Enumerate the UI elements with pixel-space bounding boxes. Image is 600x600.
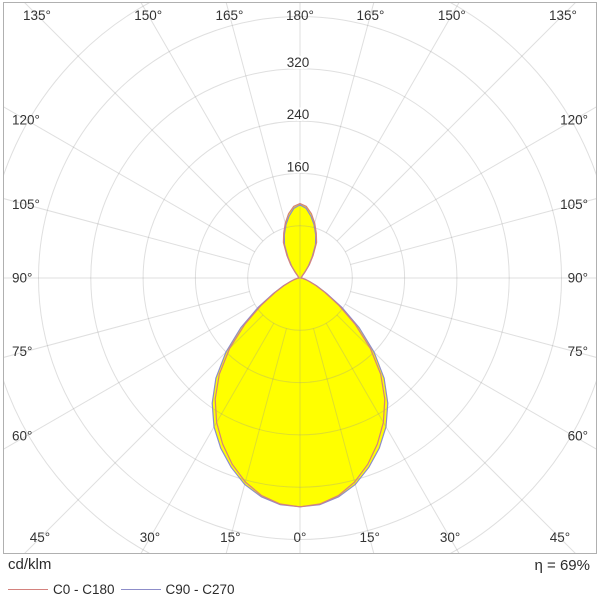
angle-tick-label: 135° xyxy=(549,8,577,23)
legend-line-c90-c270-icon xyxy=(120,589,161,590)
angle-tick-label: 15° xyxy=(220,530,240,545)
angle-tick-label: 135° xyxy=(23,8,51,23)
angle-tick-label: 150° xyxy=(134,8,162,23)
angle-tick-label: 90° xyxy=(12,271,32,286)
angle-tick-label: 165° xyxy=(357,8,385,23)
legend: C0 - C180 C90 - C270 xyxy=(8,582,241,597)
unit-label: cd/klm xyxy=(8,556,52,573)
angle-tick-label: 90° xyxy=(568,271,588,286)
angle-tick-label: 105° xyxy=(12,197,40,212)
angle-tick-label: 60° xyxy=(12,429,32,444)
angle-tick-label: 105° xyxy=(560,197,588,212)
ring-value-label: 320 xyxy=(287,55,310,70)
angle-tick-label: 0° xyxy=(294,530,307,545)
legend-line-c0-c180-icon xyxy=(8,589,48,590)
legend-label-c0-c180: C0 - C180 xyxy=(53,582,115,597)
angle-tick-label: 75° xyxy=(568,344,588,359)
angle-tick-label: 30° xyxy=(440,530,460,545)
ring-value-label: 160 xyxy=(287,159,310,174)
angle-tick-label: 45° xyxy=(30,530,50,545)
angle-tick-label: 120° xyxy=(12,112,40,127)
angle-tick-label: 60° xyxy=(568,429,588,444)
angle-tick-label: 180° xyxy=(286,8,314,23)
angle-tick-label: 30° xyxy=(140,530,160,545)
angle-tick-label: 45° xyxy=(550,530,570,545)
legend-label-c90-c270: C90 - C270 xyxy=(165,582,235,597)
angle-tick-label: 15° xyxy=(359,530,379,545)
angle-tick-label: 150° xyxy=(438,8,466,23)
angle-tick-label: 75° xyxy=(12,344,32,359)
light-output-ratio: η = 69% xyxy=(534,557,590,574)
angle-tick-label: 165° xyxy=(216,8,244,23)
angle-tick-label: 120° xyxy=(560,112,588,127)
ring-value-label: 240 xyxy=(287,107,310,122)
